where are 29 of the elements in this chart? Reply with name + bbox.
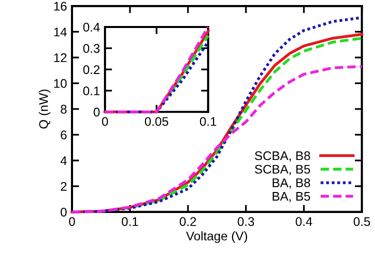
y-tick-label: 8 (60, 104, 67, 114)
legend-label: SCBA, B5 (254, 164, 310, 176)
y-axis-title: Q (nW) (38, 90, 50, 129)
y-tick-label: 4 (60, 156, 67, 166)
x-tick-label: 0.2 (180, 217, 196, 226)
x-tick-label: 0.1 (200, 117, 216, 126)
y-tick-label: 0 (60, 208, 67, 217)
x-tick-label: 0.5 (354, 217, 370, 226)
y-tick-label: 0 (94, 108, 100, 117)
y-tick-label: 14 (54, 28, 67, 36)
x-tick-label: 0.4 (296, 217, 312, 226)
y-tick-label: 12 (54, 53, 67, 62)
x-tick-label: 0 (102, 117, 108, 126)
y-tick-label: 0.1 (83, 86, 100, 96)
x-tick-label: 0.3 (238, 217, 254, 226)
legend-label: BA, B8 (272, 178, 310, 189)
x-axis-title: Voltage (V) (186, 231, 248, 243)
y-tick-label: 2 (60, 182, 67, 191)
y-tick-label: 16 (54, 2, 67, 11)
x-tick-label: 0 (69, 217, 75, 226)
y-tick-label: 0.3 (83, 44, 100, 53)
y-tick-label: 0.2 (83, 65, 100, 74)
y-tick-label: 0.4 (83, 22, 100, 32)
legend-label: SCBA, B8 (254, 151, 310, 162)
x-tick-label: 0.1 (122, 217, 138, 226)
x-tick-label: 0.05 (144, 117, 168, 126)
y-tick-label: 10 (54, 79, 67, 88)
y-tick-label: 6 (60, 130, 67, 140)
legend-label: BA, B5 (272, 192, 310, 202)
